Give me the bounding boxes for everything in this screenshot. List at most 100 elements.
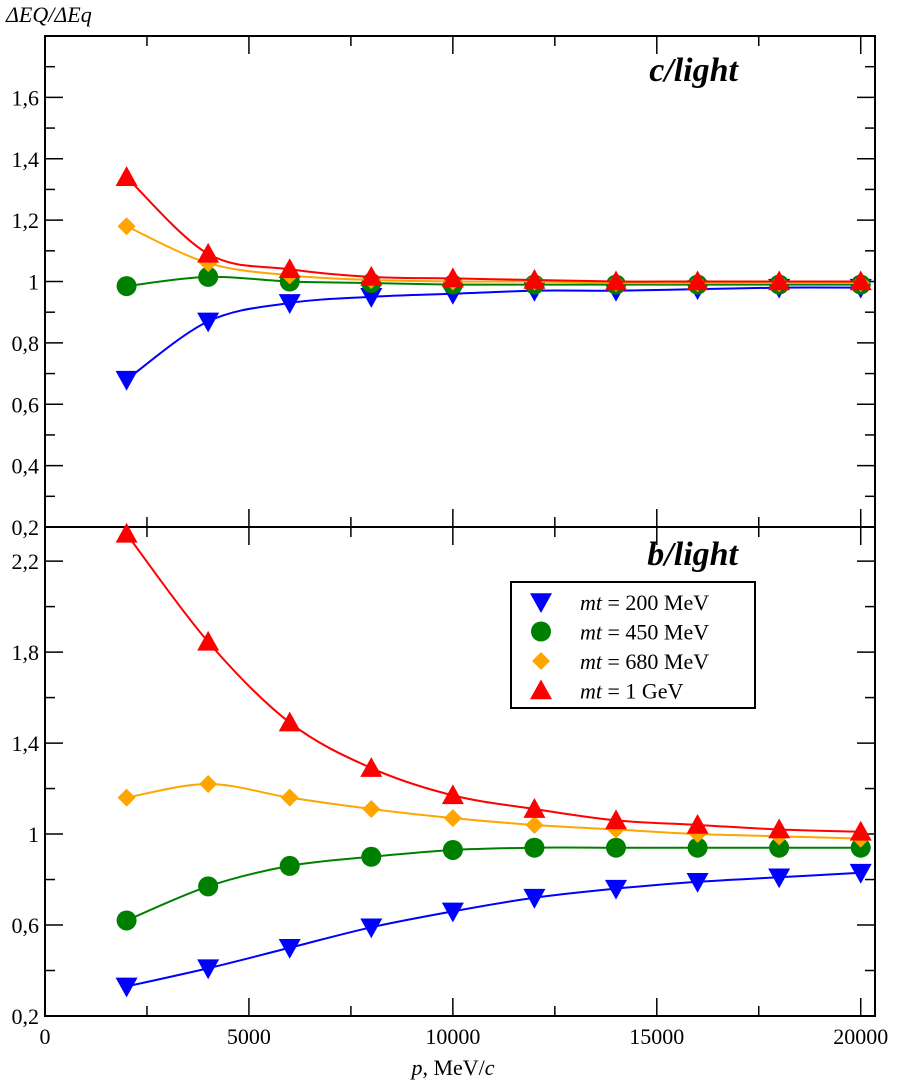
data-point xyxy=(443,809,462,828)
legend-marker xyxy=(532,652,550,670)
data-point xyxy=(687,837,708,858)
legend-label: mt = 1 GeV xyxy=(580,679,684,704)
data-point xyxy=(278,258,301,279)
legend-value: = 1 GeV xyxy=(602,679,684,704)
y-tick-label: 0,2 xyxy=(12,1004,40,1029)
data-point xyxy=(115,522,138,543)
x-axis-label: p, MeV/c xyxy=(409,1055,494,1080)
series-line xyxy=(125,533,861,833)
y-tick-label: 0,4 xyxy=(12,454,40,479)
data-point xyxy=(605,809,628,830)
y-tick-label: 0,6 xyxy=(12,913,40,938)
series-triangle-down xyxy=(115,278,872,391)
legend-var: mt xyxy=(580,679,603,704)
data-point xyxy=(525,815,544,834)
data-point xyxy=(442,839,463,860)
y-tick-label: 0,2 xyxy=(12,515,40,540)
data-point xyxy=(278,938,301,959)
x-axis-label-unit: , MeV/ xyxy=(422,1055,485,1080)
data-point xyxy=(850,837,871,858)
x-tick-label: 5000 xyxy=(227,1024,271,1049)
data-point xyxy=(361,846,382,867)
data-point xyxy=(197,630,220,651)
legend-var: mt xyxy=(580,620,603,645)
x-tick-label: 20000 xyxy=(833,1024,888,1049)
data-point xyxy=(115,977,138,998)
data-point xyxy=(117,788,136,807)
data-point xyxy=(686,270,709,291)
legend-marker xyxy=(531,621,551,642)
data-point xyxy=(360,757,383,777)
data-point xyxy=(360,918,383,939)
legend-value: = 200 MeV xyxy=(602,590,709,615)
data-point xyxy=(116,276,137,297)
data-point xyxy=(198,266,219,287)
data-point xyxy=(441,784,464,805)
data-point xyxy=(362,800,381,819)
y-axis-label: ΔEQ/ΔEq xyxy=(5,2,92,27)
data-point xyxy=(197,312,220,333)
x-tick-label: 15000 xyxy=(629,1024,684,1049)
top-panel-c-light: 0,2 0,4 0,6 0,8 1 1,2 1,4 1,6 c/light xyxy=(12,35,876,540)
legend-value: = 450 MeV xyxy=(602,620,709,645)
series-line xyxy=(126,275,861,288)
series-triangle-down xyxy=(115,863,872,998)
series-line xyxy=(126,225,861,285)
x-axis-label-var: p xyxy=(409,1055,422,1080)
legend-label: mt = 450 MeV xyxy=(580,620,709,645)
legend-label: mt = 680 MeV xyxy=(580,649,709,674)
data-point xyxy=(768,818,791,839)
series-line xyxy=(125,176,861,283)
data-point xyxy=(523,888,546,909)
y-tick-label: 1 xyxy=(28,822,39,847)
data-point xyxy=(686,873,709,893)
data-point xyxy=(849,820,872,841)
data-point xyxy=(768,868,791,889)
legend-var: mt xyxy=(580,590,603,615)
data-point xyxy=(197,242,220,263)
y-tick-label: 1,4 xyxy=(12,147,40,172)
data-point xyxy=(199,775,218,794)
data-point xyxy=(278,294,301,314)
data-point xyxy=(605,270,628,291)
data-point xyxy=(360,288,383,308)
panel-title: b/light xyxy=(647,536,739,573)
data-point xyxy=(605,879,628,900)
data-point xyxy=(360,265,383,286)
data-point xyxy=(523,798,546,818)
series-line xyxy=(126,783,861,840)
legend-marker xyxy=(530,679,552,700)
series-line xyxy=(126,871,861,988)
panel-title: c/light xyxy=(649,52,739,89)
legend-var: mt xyxy=(580,649,603,674)
y-tick-label: 2,2 xyxy=(12,549,40,574)
data-point xyxy=(279,855,300,876)
x-axis-label-c: c xyxy=(485,1055,495,1080)
data-point xyxy=(278,711,301,732)
bottom-panel-b-light: 0,2 0,6 1 1,4 1,8 2,2 0 5000 10000 15000 20000 b/li… xyxy=(12,522,888,1049)
data-point xyxy=(849,863,872,884)
data-point xyxy=(198,876,219,897)
legend-marker xyxy=(530,593,552,613)
legend-box xyxy=(510,581,756,709)
legend-label: mt = 200 MeV xyxy=(580,590,709,615)
data-point xyxy=(606,837,627,858)
x-tick-label: 10000 xyxy=(425,1024,480,1049)
series-line xyxy=(126,846,861,922)
y-tick-label: 1,8 xyxy=(12,640,40,665)
data-point xyxy=(849,270,872,291)
y-tick-label: 1 xyxy=(28,270,39,295)
series-diamond xyxy=(117,775,870,848)
data-point xyxy=(441,267,464,288)
data-point xyxy=(768,270,791,291)
data-point xyxy=(115,166,138,186)
y-tick-label: 1,4 xyxy=(12,731,40,756)
legend-value: = 680 MeV xyxy=(602,649,709,674)
y-tick-label: 0,6 xyxy=(12,392,40,417)
data-point xyxy=(197,959,220,980)
data-point xyxy=(524,837,545,858)
data-point xyxy=(523,268,546,289)
series-line xyxy=(125,286,861,381)
data-point xyxy=(280,788,299,807)
